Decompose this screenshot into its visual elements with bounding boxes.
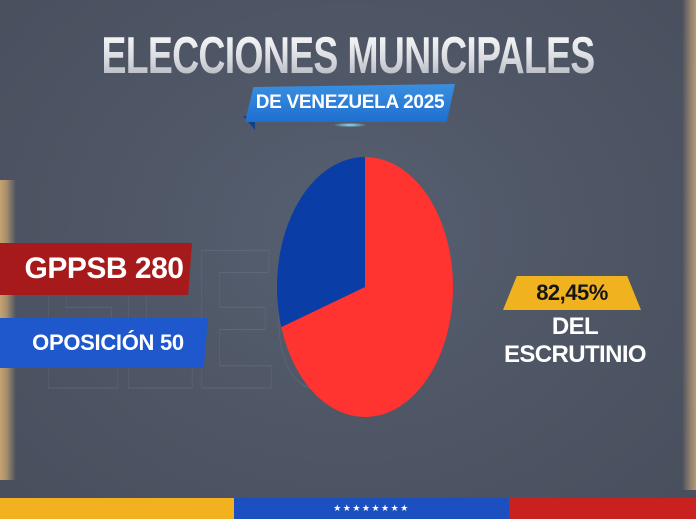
right-edge-glow [682, 0, 696, 490]
ribbon-shine [335, 123, 365, 127]
page-title: ELECCIONES MUNICIPALES [97, 28, 598, 84]
oposicion-result-label: OPOSICIÓN 50 [32, 330, 184, 355]
pie-slice-gppsb [281, 157, 453, 417]
scrutiny-percent-badge: 82,45% [503, 276, 641, 310]
scrutiny-percent: 82,45% [536, 280, 608, 305]
results-pie-chart [276, 156, 454, 418]
oposicion-result-badge: OPOSICIÓN 50 [0, 318, 208, 368]
star-icon: ★★★★★★★★ [333, 503, 410, 514]
pie-slice-oposicin [277, 157, 365, 328]
gppsb-result-badge: GPPSB 280 [0, 243, 192, 295]
flag-yellow-stripe [0, 498, 234, 519]
pie-chart-svg [277, 157, 453, 417]
gppsb-result-label: GPPSB 280 [24, 252, 184, 285]
flag-red-stripe [509, 498, 696, 519]
venezuela-flag-bar: ★★★★★★★★ [0, 498, 696, 519]
subtitle-ribbon: DE VENEZUELA 2025 [245, 84, 455, 122]
flag-blue-stripe: ★★★★★★★★ [234, 498, 509, 519]
scrutiny-label: DEL ESCRUTINIO [503, 313, 647, 368]
subtitle-text: DE VENEZUELA 2025 [255, 92, 445, 113]
